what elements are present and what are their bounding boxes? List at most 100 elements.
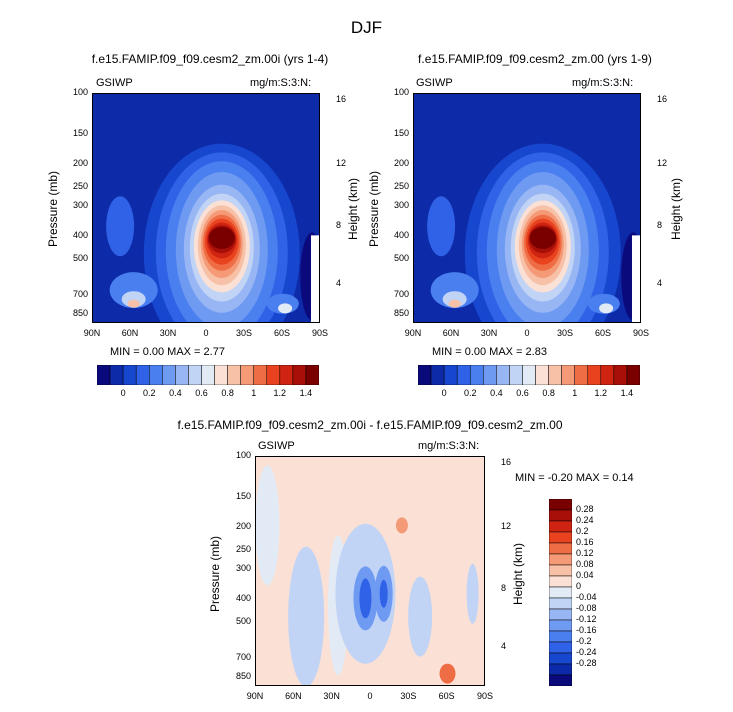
colorbar-tick-label: -0.2: [576, 636, 592, 646]
panel3-y2label: Height (km): [511, 543, 525, 606]
panel3-colorbar-labels: 0.28 0.24 0.2 0.16 0.12 0.08 0.04 0 -0.04 -0.08 -0…: [576, 499, 616, 686]
colorbar-swatch: [253, 365, 268, 385]
colorbar-swatch: [535, 365, 549, 385]
colorbar-swatch: [549, 663, 572, 676]
colorbar-swatch: [574, 365, 589, 385]
colorbar-tick-label: 0.28: [576, 504, 594, 514]
panel3-colorbar: [549, 499, 572, 686]
y-tick-label: 300: [393, 199, 409, 210]
panel2-plot: [413, 93, 641, 323]
missing-data-area: [311, 235, 319, 322]
y-tick-label: 700: [393, 289, 409, 300]
colorbar-tick-label: 1.4: [299, 388, 313, 398]
y2-tick-label: 4: [501, 640, 507, 651]
colorbar-tick-label: 0.08: [576, 559, 594, 569]
x-tick-label: 30S: [556, 328, 573, 338]
y2-tick-label: 12: [657, 158, 668, 169]
contour-level: [109, 272, 158, 309]
colorbar-swatch: [240, 365, 254, 385]
colorbar-tick-label: 1: [572, 388, 578, 398]
colorbar-swatch: [430, 365, 445, 385]
colorbar-tick-label: 0.8: [542, 388, 555, 398]
colorbar-swatch: [549, 641, 572, 654]
colorbar-swatch: [549, 531, 572, 544]
y2-tick-label: 8: [657, 220, 663, 231]
panel2-y2label: Height (km): [669, 178, 683, 241]
y-tick-label: 150: [393, 128, 409, 139]
colorbar-swatch: [162, 365, 176, 385]
y2-tick-label: 16: [336, 93, 347, 104]
y-tick-label: 500: [72, 252, 88, 263]
x-tick-label: 60S: [594, 328, 611, 338]
missing-data-area: [632, 235, 640, 322]
colorbar-tick-label: -0.16: [576, 625, 597, 635]
colorbar-tick-label: 0.04: [576, 570, 594, 580]
colorbar-swatch: [483, 365, 497, 385]
colorbar-tick-label: 0.6: [516, 388, 529, 398]
y-tick-label: 250: [72, 181, 88, 192]
panel3-ylabel: Pressure (mb): [208, 536, 222, 613]
colorbar-swatch: [135, 365, 150, 385]
y-tick-label: 300: [235, 562, 251, 573]
colorbar-tick-label: 1.2: [594, 388, 608, 398]
y2-tick-label: 12: [336, 158, 347, 169]
colorbar-swatch: [561, 365, 575, 385]
panel2-title: f.e15.FAMIP.f09_f09.cesm2_zm.00 (yrs 1-9…: [418, 52, 652, 66]
x-tick-label: 30S: [235, 328, 252, 338]
colorbar-swatch: [469, 365, 484, 385]
contour-level: [121, 291, 146, 308]
panel2-ylabel: Pressure (mb): [367, 171, 381, 248]
colorbar-tick-label: 0.4: [490, 388, 503, 398]
colorbar-swatch: [549, 564, 572, 577]
colorbar-swatch: [549, 597, 572, 610]
y-tick-label: 850: [393, 307, 409, 318]
colorbar-swatch: [418, 365, 432, 385]
colorbar-swatch: [549, 630, 572, 643]
y2-tick-label: 8: [501, 583, 507, 594]
panel1-left-label: GSIWP: [96, 77, 133, 89]
contour-level: [466, 563, 479, 624]
colorbar-swatch: [626, 365, 640, 385]
colorbar-swatch: [522, 365, 536, 385]
x-tick-label: 90N: [246, 691, 264, 701]
colorbar-tick-label: 0.2: [463, 388, 477, 398]
x-tick-label: 0: [524, 328, 530, 338]
y-tick-label: 150: [72, 128, 88, 139]
y2-tick-label: 12: [501, 521, 512, 532]
x-tick-label: 90S: [476, 691, 493, 701]
y-tick-label: 850: [72, 307, 88, 318]
contour-level: [106, 196, 135, 257]
x-tick-label: 90S: [632, 328, 649, 338]
y-tick-label: 100: [72, 87, 88, 97]
colorbar-swatch: [148, 365, 163, 385]
colorbar-swatch: [443, 365, 458, 385]
panel3-plot: [255, 456, 485, 686]
colorbar-tick-label: 1.2: [273, 388, 287, 398]
y-tick-label: 100: [393, 87, 409, 97]
y-tick-label: 400: [235, 592, 251, 603]
colorbar-tick-label: 0.6: [195, 388, 208, 398]
panel1-plot: [92, 93, 320, 323]
panel1-stats: MIN = 0.00 MAX = 2.77: [110, 346, 225, 358]
y-tick-label: 500: [235, 615, 251, 626]
colorbar-tick-label: -0.08: [576, 603, 597, 613]
y-tick-label: 200: [72, 158, 88, 169]
x-tick-label: 60S: [273, 328, 290, 338]
colorbar-swatch: [279, 365, 294, 385]
y2-tick-label: 16: [501, 456, 512, 467]
y-tick-label: 700: [72, 289, 88, 300]
colorbar-swatch: [549, 619, 572, 632]
panel3-left-label: GSIWP: [258, 440, 295, 452]
colorbar-swatch: [292, 365, 307, 385]
contour-level: [408, 576, 433, 657]
contour-level: [256, 465, 280, 586]
contour-level: [448, 299, 461, 308]
panel1-title: f.e15.FAMIP.f09_f09.cesm2_zm.00i (yrs 1-…: [91, 52, 329, 66]
panel3-title: f.e15.FAMIP.f09_f09.cesm2_zm.00i - f.e15…: [177, 418, 563, 432]
y-tick-label: 200: [393, 158, 409, 169]
colorbar-tick-label: 1: [251, 388, 257, 398]
colorbar-tick-label: 0: [576, 581, 582, 591]
y-tick-label: 250: [393, 181, 409, 192]
panel2-left-label: GSIWP: [416, 77, 453, 89]
x-tick-label: 60S: [438, 691, 455, 701]
